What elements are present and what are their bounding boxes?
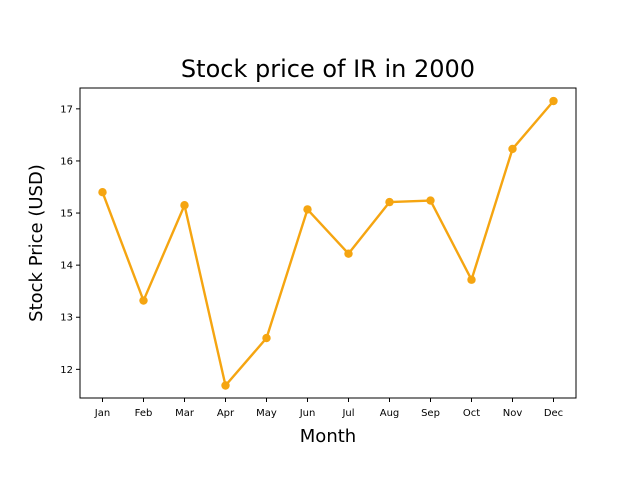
- x-tick-label: Jul: [341, 408, 354, 419]
- x-tick-label: Dec: [544, 408, 563, 419]
- plot-area-frame: [79, 87, 577, 399]
- series-markers: [98, 96, 558, 390]
- data-point-jun: [303, 205, 312, 214]
- x-tick-label: Nov: [503, 408, 523, 419]
- x-tick-label: May: [256, 408, 277, 419]
- x-tick-label: Sep: [421, 408, 440, 419]
- x-tick-label: Oct: [463, 408, 480, 419]
- y-tick-label: 12: [60, 365, 73, 376]
- x-tick-label: Jan: [94, 408, 110, 419]
- y-tick-label: 13: [60, 313, 73, 324]
- data-point-sep: [426, 196, 435, 205]
- data-point-jan: [98, 188, 107, 197]
- x-axis-title: Month: [300, 426, 356, 447]
- data-point-oct: [467, 275, 476, 284]
- data-point-nov: [508, 144, 517, 154]
- y-tick-label: 15: [60, 209, 73, 220]
- data-point-jul: [344, 249, 353, 258]
- data-point-mar: [180, 201, 189, 210]
- x-tick-label: Feb: [135, 408, 153, 419]
- x-tick-label: Apr: [217, 408, 235, 419]
- data-point-aug: [385, 197, 394, 207]
- series-line: [101, 100, 555, 387]
- y-tick-label: 17: [60, 104, 73, 115]
- x-tick-label: Mar: [175, 408, 195, 419]
- y-axis-ticks: 12 13 14 15 16 17: [60, 104, 80, 376]
- x-axis-ticks: Jan Feb Mar Apr May Jun Jul Aug Sep Oct Nov Dec: [94, 398, 563, 419]
- x-tick-label: Aug: [380, 408, 400, 419]
- x-tick-label: Jun: [299, 408, 316, 419]
- data-point-apr: [221, 381, 230, 390]
- y-tick-label: 14: [60, 261, 73, 272]
- data-point-feb: [139, 296, 148, 305]
- chart-title: Stock price of IR in 2000: [181, 55, 475, 83]
- y-axis-title: Stock Price (USD): [26, 164, 47, 322]
- y-tick-label: 16: [60, 156, 73, 167]
- data-point-dec: [549, 96, 558, 106]
- data-point-may: [262, 333, 271, 343]
